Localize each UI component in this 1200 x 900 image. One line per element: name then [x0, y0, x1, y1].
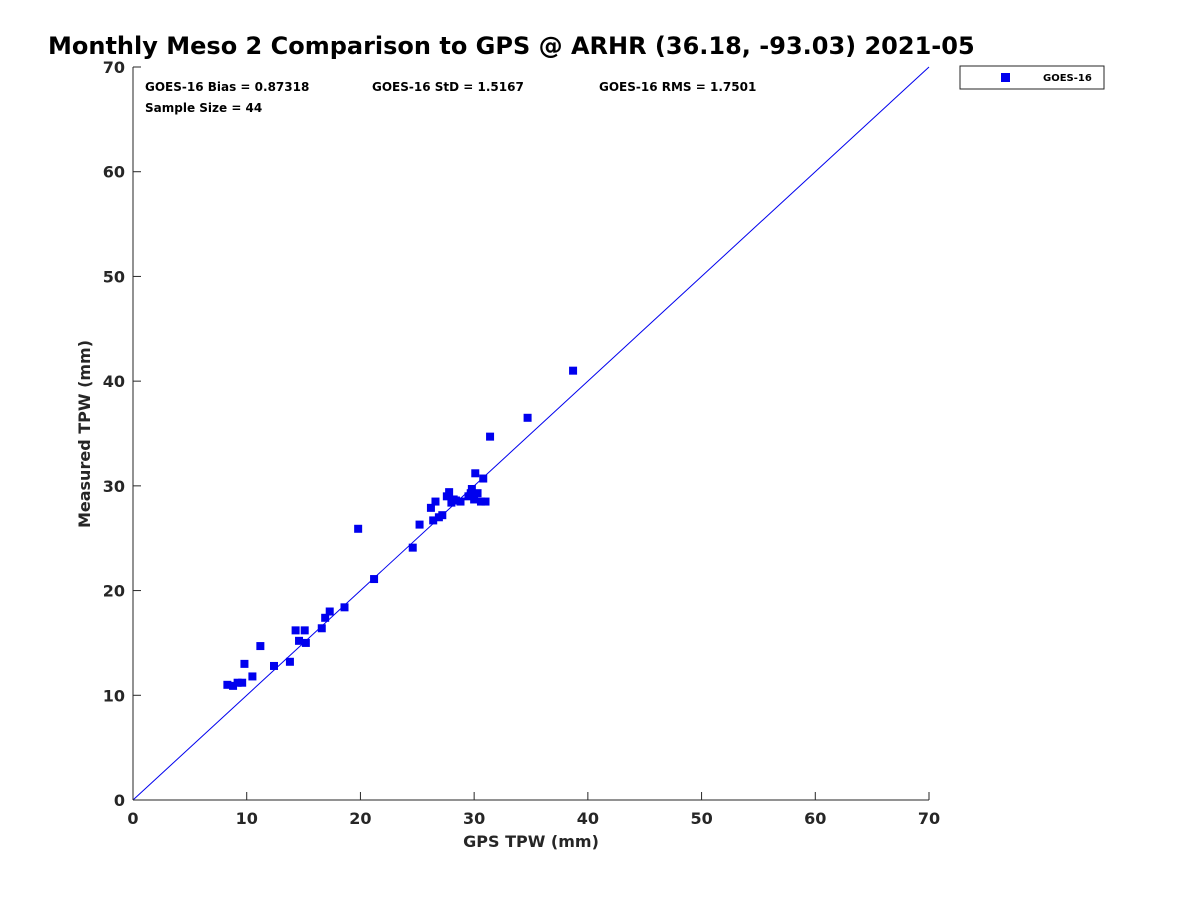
data-point — [300, 626, 309, 635]
data-point — [466, 489, 475, 498]
data-point — [301, 638, 310, 647]
x-tick-label: 10 — [236, 809, 258, 828]
data-point — [426, 503, 435, 512]
data-point — [467, 484, 476, 493]
data-point — [438, 511, 447, 520]
chart-title: Monthly Meso 2 Comparison to GPS @ ARHR … — [48, 32, 975, 60]
x-tick-label: 30 — [463, 809, 485, 828]
y-ticks: 0 10 20 30 40 50 60 70 — [103, 58, 141, 810]
stat-std: GOES-16 StD = 1.5167 — [372, 80, 524, 94]
data-point — [415, 520, 424, 529]
legend-marker-goes16 — [1001, 73, 1010, 82]
y-tick-label: 40 — [103, 372, 125, 391]
series-goes16-points — [223, 366, 578, 690]
x-tick-label: 70 — [918, 809, 940, 828]
data-point — [408, 543, 417, 552]
y-tick-label: 20 — [103, 582, 125, 601]
x-tick-label: 60 — [804, 809, 826, 828]
data-point — [442, 492, 451, 501]
data-point — [240, 659, 249, 668]
data-point — [233, 678, 242, 687]
data-point — [317, 624, 326, 633]
data-point — [479, 474, 488, 483]
data-point — [354, 524, 363, 533]
x-ticks: 0 10 20 30 40 50 60 70 — [127, 792, 940, 828]
data-point — [229, 681, 238, 690]
data-point — [256, 642, 265, 651]
y-tick-label: 10 — [103, 686, 125, 705]
data-point — [238, 678, 247, 687]
data-point — [470, 495, 479, 504]
data-point — [473, 489, 482, 498]
y-tick-label: 30 — [103, 477, 125, 496]
data-point — [569, 366, 578, 375]
x-tick-label: 50 — [690, 809, 712, 828]
y-tick-label: 0 — [114, 791, 125, 810]
stat-bias: GOES-16 Bias = 0.87318 — [145, 80, 309, 94]
x-tick-label: 40 — [577, 809, 599, 828]
stat-sample-size: Sample Size = 44 — [145, 101, 262, 115]
data-point — [340, 603, 349, 612]
legend: GOES-16 — [959, 65, 1105, 90]
data-point — [476, 497, 485, 506]
data-point — [295, 636, 304, 645]
legend-box — [959, 65, 1105, 90]
reference-line-layer — [132, 66, 930, 801]
y-axis-label: Measured TPW (mm) — [75, 340, 94, 528]
data-point — [481, 497, 490, 506]
data-point — [291, 626, 300, 635]
y-tick-label: 60 — [103, 163, 125, 182]
stat-rms: GOES-16 RMS = 1.7501 — [599, 80, 756, 94]
y-tick-label: 50 — [103, 267, 125, 286]
data-point — [429, 516, 438, 525]
y-tick-label: 70 — [103, 58, 125, 77]
data-point — [431, 497, 440, 506]
data-point — [456, 497, 465, 506]
data-point — [471, 469, 480, 478]
data-point — [270, 661, 279, 670]
data-point — [321, 613, 330, 622]
data-point — [449, 495, 458, 504]
data-point — [248, 672, 257, 681]
data-point — [325, 607, 334, 616]
one-to-one-line — [132, 66, 930, 801]
data-point — [445, 488, 454, 497]
data-point — [486, 432, 495, 441]
legend-label-goes16: GOES-16 — [1043, 73, 1092, 84]
x-axis-label: GPS TPW (mm) — [463, 832, 599, 851]
data-point — [223, 680, 232, 689]
data-point — [523, 413, 532, 422]
data-point — [285, 657, 294, 666]
x-tick-label: 0 — [127, 809, 138, 828]
data-point — [370, 575, 379, 584]
x-tick-label: 20 — [349, 809, 371, 828]
